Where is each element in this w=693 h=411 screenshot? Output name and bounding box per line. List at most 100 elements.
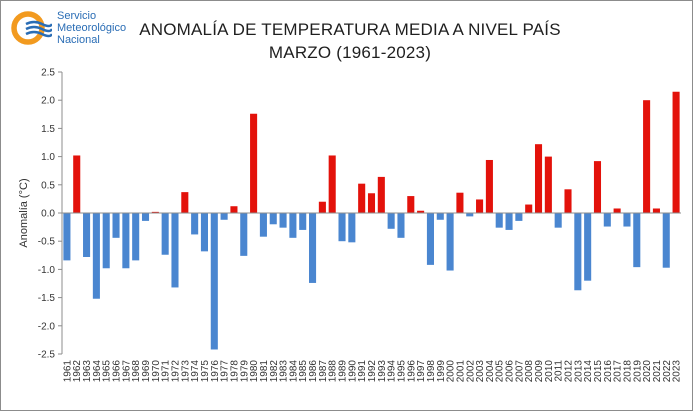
bar-1971 [161, 213, 169, 255]
x-tick-label: 2014 [583, 360, 594, 383]
bar-2014 [584, 213, 592, 281]
x-tick-label: 1977 [220, 360, 231, 383]
x-tick-label: 2004 [485, 360, 496, 383]
bar-1964 [92, 213, 100, 299]
x-tick-label: 2007 [514, 360, 525, 383]
smn-logo: Servicio Meteorológico Nacional [10, 8, 150, 48]
x-tick-label: 1966 [112, 360, 123, 383]
x-tick-label: 1971 [161, 360, 172, 383]
bar-2016 [603, 213, 611, 227]
bar-2009 [534, 144, 543, 213]
x-tick-label: 1986 [308, 360, 319, 383]
bar-1981 [259, 213, 267, 237]
x-tick-label: 2013 [573, 360, 584, 383]
x-tick-label: 1998 [426, 360, 437, 383]
x-tick-label: 1962 [72, 360, 83, 383]
bar-2021 [652, 208, 660, 213]
bar-2000 [446, 213, 454, 271]
smn-logo-icon [11, 11, 52, 45]
bar-2015 [593, 161, 602, 213]
x-tick-label: 1969 [141, 360, 152, 383]
bar-1968 [132, 213, 140, 261]
x-tick-label: 1965 [102, 360, 113, 383]
y-tick-label: 0.5 [41, 180, 55, 191]
y-tick-label: -0.5 [38, 237, 56, 248]
bar-1994 [387, 213, 395, 229]
bar-1972 [171, 213, 179, 288]
x-tick-label: 2002 [465, 360, 476, 383]
bar-1996 [407, 196, 415, 213]
x-tick-label: 1973 [180, 360, 191, 383]
bar-1991 [358, 183, 366, 213]
y-tick-label: 0.0 [41, 209, 55, 220]
bar-2006 [505, 213, 513, 230]
bar-1993 [377, 176, 385, 213]
x-tick-label: 2011 [554, 360, 565, 382]
x-tick-label: 1981 [259, 360, 270, 383]
x-tick-label: 2016 [603, 360, 614, 383]
bar-2017 [613, 208, 621, 213]
bar-2001 [456, 192, 464, 213]
bar-2008 [525, 204, 533, 213]
chart-title-line-1: ANOMALÍA DE TEMPERATURA MEDIA A NIVEL PA… [139, 20, 561, 39]
bar-2020 [643, 100, 651, 213]
x-tick-label: 1983 [279, 360, 290, 383]
bar-1997 [417, 210, 425, 213]
bar-2005 [495, 213, 503, 228]
bar-1995 [397, 213, 405, 238]
bar-1965 [102, 213, 110, 269]
x-tick-label: 2005 [495, 360, 506, 383]
bar-1986 [309, 213, 317, 283]
x-tick-label: 1992 [367, 360, 378, 383]
y-tick-label: 2.5 [41, 68, 55, 79]
x-tick-label: 2017 [613, 360, 624, 383]
y-tick-label: 2.0 [41, 96, 55, 107]
x-tick-label: 1982 [269, 360, 280, 383]
bar-1985 [299, 213, 307, 230]
bar-1989 [338, 213, 346, 242]
x-tick-label: 1980 [249, 360, 260, 383]
bar-2003 [476, 199, 484, 213]
x-tick-label: 2021 [652, 360, 663, 383]
x-tick-label: 1964 [92, 360, 103, 383]
x-tick-label: 1993 [377, 360, 388, 383]
bar-2004 [485, 159, 493, 213]
bar-1978 [230, 206, 238, 213]
y-tick-label: -1.5 [38, 293, 56, 304]
x-tick-label: 2009 [534, 360, 545, 383]
bar-2007 [515, 213, 523, 221]
bar-1973 [181, 192, 189, 213]
bar-2022 [662, 213, 670, 268]
x-tick-label: 1985 [298, 360, 309, 383]
x-tick-label: 2000 [446, 360, 457, 383]
x-tick-label: 2010 [544, 360, 555, 383]
bar-1974 [191, 213, 199, 235]
bar-2013 [574, 213, 582, 291]
x-tick-label: 1961 [62, 360, 73, 383]
x-tick-label: 1968 [131, 360, 142, 383]
bar-1975 [200, 213, 208, 252]
bar-2012 [564, 189, 572, 213]
bar-1969 [141, 213, 150, 221]
x-tick-label: 2001 [455, 360, 466, 383]
x-tick-label: 1989 [338, 360, 349, 383]
x-tick-label: 2018 [622, 360, 633, 383]
x-tick-label: 2012 [564, 360, 575, 383]
bar-2019 [633, 213, 641, 268]
bar-1982 [269, 213, 277, 225]
x-tick-label: 2022 [662, 360, 673, 383]
bar-2010 [544, 156, 552, 213]
bar-1970 [151, 211, 159, 213]
bar-1988 [328, 155, 336, 213]
bar-1961 [63, 213, 71, 261]
bar-1987 [318, 201, 326, 213]
x-tick-label: 2020 [642, 360, 653, 383]
x-tick-label: 1967 [121, 360, 132, 383]
logo-text: Servicio Meteorológico Nacional [57, 10, 127, 46]
x-tick-label: 1972 [170, 360, 181, 383]
x-tick-label: 1999 [436, 360, 447, 383]
x-tick-label: 1990 [347, 360, 358, 383]
x-tick-label: 1963 [82, 360, 93, 383]
